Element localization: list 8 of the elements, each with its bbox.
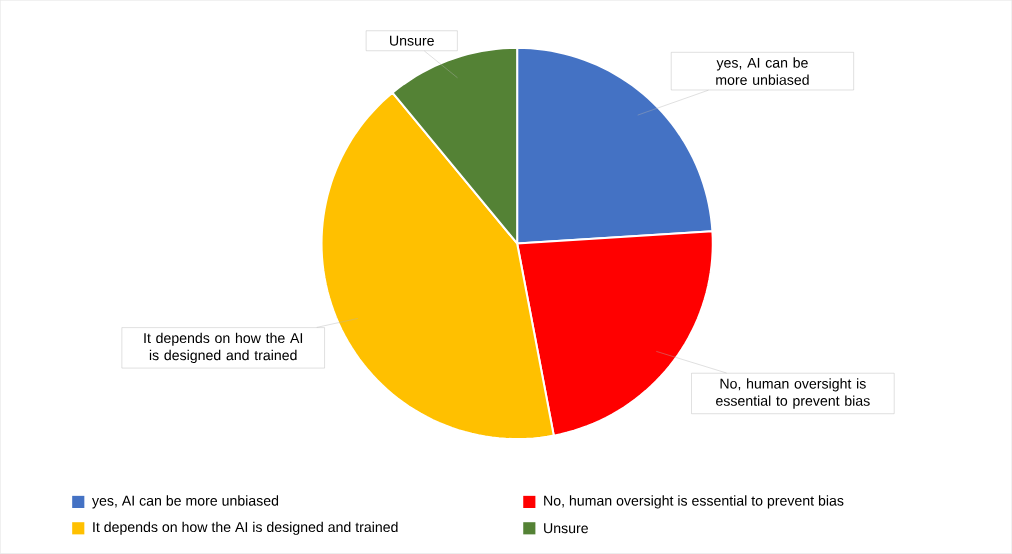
slice-label: Unsure — [390, 35, 434, 46]
slice-label: It depends on how the AI is designed and trained — [144, 332, 303, 364]
legend-label: yes, AI can be more unbiased — [92, 495, 279, 509]
legend-label: No, human oversight is essential to prevent bias — [544, 495, 844, 509]
slice-label: No, human oversight is essential to prevent bias — [716, 378, 870, 409]
legend-label: It depends on how the AI is designed and trained — [93, 521, 398, 535]
legend-label: Unsure — [544, 523, 588, 534]
slice-label: yes, AI can be more unbiased — [716, 57, 809, 85]
